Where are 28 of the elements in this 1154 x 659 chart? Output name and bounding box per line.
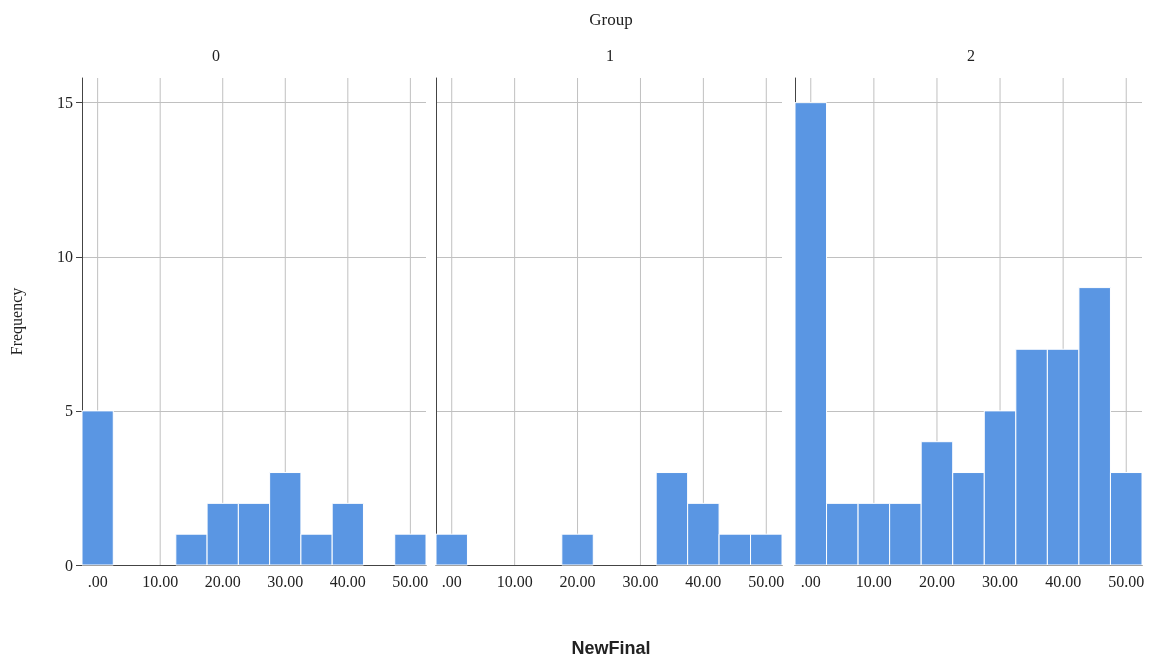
x-tick-label: 30.00 — [982, 572, 1019, 590]
x-tick-label: 40.00 — [329, 572, 366, 590]
y-tick-label: 10 — [57, 248, 73, 266]
x-tick-label: 50.00 — [748, 572, 785, 590]
x-tick-label: 40.00 — [685, 572, 722, 590]
x-tick-label: 50.00 — [392, 572, 429, 590]
chart-title: 1 — [606, 46, 614, 64]
y-tick-label: 15 — [57, 94, 73, 112]
chart-title: 2 — [967, 46, 975, 64]
y-tick-label: 5 — [65, 402, 73, 420]
x-tick-label: .00 — [87, 572, 108, 590]
x-tick-label: .00 — [800, 572, 821, 590]
x-tick-label: 10.00 — [855, 572, 892, 590]
x-tick-label: .00 — [441, 572, 462, 590]
x-tick-label: 20.00 — [559, 572, 596, 590]
x-tick-label: 10.00 — [496, 572, 533, 590]
y-axis-title: Frequency — [7, 287, 26, 356]
text: Group — [588, 10, 634, 30]
y-tick-label: 0 — [65, 556, 73, 574]
x-tick-label: 20.00 — [204, 572, 241, 590]
chart-title: 0 — [212, 46, 220, 64]
x-tick-label: 20.00 — [918, 572, 955, 590]
x-tick-label: 30.00 — [267, 572, 304, 590]
x-tick-label: 10.00 — [142, 572, 179, 590]
x-axis-title: NewFinal — [570, 638, 652, 659]
x-tick-label: 40.00 — [1045, 572, 1082, 590]
x-tick-label: 50.00 — [1108, 572, 1145, 590]
x-tick-label: 30.00 — [622, 572, 659, 590]
